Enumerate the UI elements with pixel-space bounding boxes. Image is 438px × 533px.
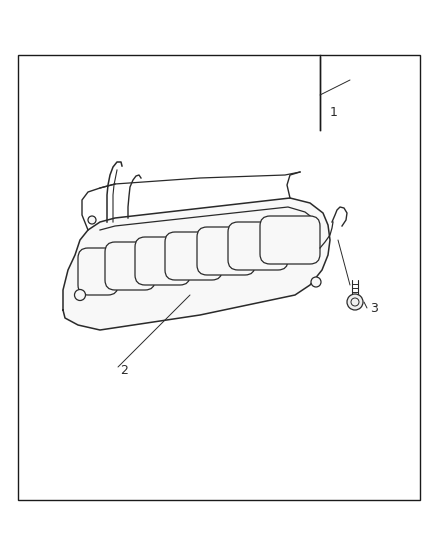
Bar — [18, 55, 420, 500]
Circle shape — [311, 277, 321, 287]
Circle shape — [88, 216, 96, 224]
Circle shape — [347, 294, 363, 310]
FancyBboxPatch shape — [105, 242, 155, 290]
Text: 1: 1 — [330, 106, 338, 118]
FancyBboxPatch shape — [135, 237, 190, 285]
FancyBboxPatch shape — [260, 216, 320, 264]
FancyBboxPatch shape — [197, 227, 255, 275]
Text: 3: 3 — [370, 302, 378, 314]
Text: 2: 2 — [120, 364, 128, 376]
FancyBboxPatch shape — [165, 232, 222, 280]
FancyBboxPatch shape — [228, 222, 288, 270]
Circle shape — [74, 289, 85, 301]
FancyBboxPatch shape — [78, 248, 118, 295]
Polygon shape — [63, 198, 330, 330]
Circle shape — [351, 298, 359, 306]
